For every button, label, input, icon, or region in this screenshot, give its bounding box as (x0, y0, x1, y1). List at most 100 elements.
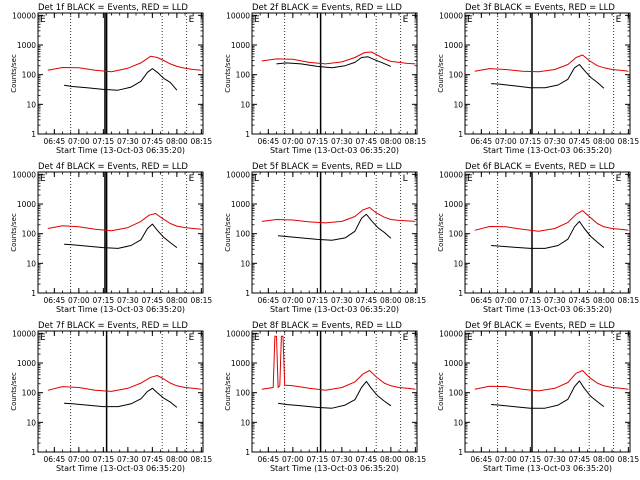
panel-title: Det 8f BLACK = Events, RED = LLD (252, 321, 402, 331)
x-tick-label: 07:45 (142, 455, 164, 464)
events-series-line (491, 64, 605, 89)
y-tick-label: 100 (236, 389, 251, 398)
y-tick-label: 10000 (439, 11, 463, 20)
x-tick-label: 07:15 (520, 137, 542, 146)
y-tick-label: 100 (236, 71, 251, 80)
x-tick-label: 07:45 (356, 455, 378, 464)
x-tick-label: 07:00 (495, 137, 517, 146)
y-tick-label: 1 (458, 130, 463, 139)
lld-series-line (47, 375, 202, 392)
x-tick-label: 08:00 (593, 296, 615, 305)
plot-frame (251, 12, 418, 135)
y-tick-label: 10 (453, 100, 463, 109)
y-tick-label: 100 (22, 230, 37, 239)
x-tick-label: 07:30 (117, 296, 139, 305)
lld-series-line (474, 370, 629, 392)
x-tick-label: 07:30 (331, 296, 353, 305)
lld-series-line (261, 51, 416, 65)
events-series-line (278, 213, 392, 241)
plot-frame (251, 171, 418, 294)
x-tick-label: 07:30 (544, 137, 566, 146)
x-tick-label: 07:15 (307, 296, 329, 305)
y-tick-label: 1 (458, 448, 463, 457)
corner-label-left: E (467, 15, 473, 25)
lld-series-line (47, 213, 202, 232)
y-tick-label: 10000 (439, 170, 463, 179)
events-series-line (491, 380, 605, 409)
plot-frame (464, 12, 631, 135)
plot-frame (251, 330, 418, 453)
corner-label-left: E (40, 15, 46, 25)
y-tick-label: 100 (449, 389, 464, 398)
x-tick-label: 08:15 (191, 137, 213, 146)
x-tick-label: 06:45 (258, 455, 280, 464)
x-tick-label: 06:45 (471, 137, 493, 146)
events-series-line (278, 380, 392, 409)
corner-label-right: E (189, 333, 195, 343)
panel-title: Det 5f BLACK = Events, RED = LLD (252, 162, 402, 172)
x-tick-label: 07:45 (569, 455, 591, 464)
y-axis-label: Counts/sec (10, 372, 18, 411)
y-tick-label: 10 (453, 418, 463, 427)
lld-series-line (261, 207, 416, 224)
x-tick-label: 06:45 (44, 137, 66, 146)
y-tick-label: 100 (236, 230, 251, 239)
lld-series-line (47, 55, 202, 73)
x-tick-label: 07:45 (569, 296, 591, 305)
y-tick-label: 1000 (231, 41, 250, 50)
x-axis-label: Start Time (13-Oct-03 06:35:20) (56, 146, 185, 155)
corner-label-left: E (40, 174, 46, 184)
x-tick-label: 07:45 (142, 296, 164, 305)
y-axis-label: Counts/sec (224, 372, 232, 411)
corner-label-right: L (403, 174, 408, 184)
y-tick-label: 1 (245, 130, 250, 139)
x-tick-label: 07:30 (117, 137, 139, 146)
corner-label-right: E (189, 174, 195, 184)
panel-title: Det 6f BLACK = Events, RED = LLD (465, 162, 615, 172)
y-tick-label: 1000 (444, 359, 463, 368)
x-tick-label: 08:15 (405, 296, 427, 305)
lld-series-line (261, 335, 416, 391)
x-tick-label: 07:00 (68, 137, 90, 146)
panel-title: Det 1f BLACK = Events, RED = LLD (38, 3, 188, 13)
y-tick-label: 10000 (439, 329, 463, 338)
y-tick-label: 100 (449, 230, 464, 239)
x-tick-label: 06:45 (471, 296, 493, 305)
panel-title: Det 4f BLACK = Events, RED = LLD (38, 162, 188, 172)
y-tick-label: 1000 (444, 200, 463, 209)
x-tick-label: 08:00 (166, 137, 188, 146)
plot-frame (464, 330, 631, 453)
y-tick-label: 1 (31, 130, 36, 139)
x-tick-label: 07:15 (93, 455, 115, 464)
x-tick-label: 07:00 (68, 455, 90, 464)
panel-title: Det 7f BLACK = Events, RED = LLD (38, 321, 188, 331)
x-tick-label: 07:00 (68, 296, 90, 305)
x-tick-label: 06:45 (44, 296, 66, 305)
y-tick-label: 10 (240, 100, 250, 109)
corner-label-left: E (467, 333, 473, 343)
plot-frame (37, 171, 204, 294)
y-tick-label: 100 (22, 71, 37, 80)
plot-frame (37, 330, 204, 453)
x-tick-label: 08:00 (380, 455, 402, 464)
panel-title: Det 2f BLACK = Events, RED = LLD (252, 3, 402, 13)
x-tick-label: 07:30 (331, 455, 353, 464)
x-tick-label: 07:30 (544, 455, 566, 464)
events-series-line (64, 223, 178, 249)
x-tick-label: 07:00 (495, 296, 517, 305)
events-series-line (64, 387, 178, 408)
y-axis-label: Counts/sec (10, 54, 18, 93)
y-tick-label: 1000 (231, 200, 250, 209)
y-tick-label: 10 (240, 259, 250, 268)
corner-label-right: E (616, 333, 622, 343)
y-tick-label: 10000 (226, 11, 250, 20)
y-tick-label: 1 (245, 448, 250, 457)
x-tick-label: 08:00 (166, 455, 188, 464)
x-tick-label: 07:15 (93, 137, 115, 146)
corner-label-right: E (616, 174, 622, 184)
x-tick-label: 08:00 (593, 455, 615, 464)
plot-frame (37, 12, 204, 135)
